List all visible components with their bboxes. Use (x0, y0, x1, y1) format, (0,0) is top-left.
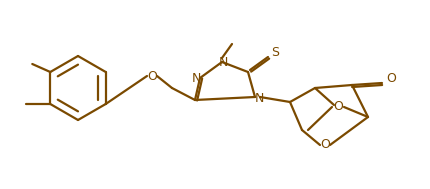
Text: S: S (271, 46, 279, 60)
Text: O: O (333, 101, 343, 114)
Text: O: O (320, 139, 330, 152)
Text: O: O (386, 73, 396, 85)
Text: O: O (147, 70, 157, 83)
Text: N: N (218, 56, 228, 68)
Text: N: N (254, 91, 264, 105)
Text: N: N (191, 73, 201, 85)
